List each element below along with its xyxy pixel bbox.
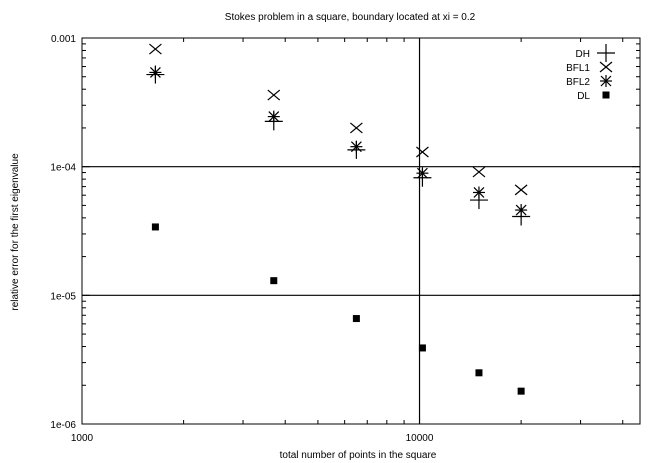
data-point-bfl2: [350, 140, 363, 153]
y-tick-label: 1e-04: [50, 163, 76, 174]
data-point-bfl2: [416, 167, 429, 180]
data-point-bfl2: [149, 66, 162, 79]
x-tick-label: 1000: [71, 433, 94, 444]
data-point-bfl2: [267, 110, 280, 123]
data-point-bfl1: [472, 166, 486, 178]
data-point-dl: [151, 223, 159, 231]
y-tick-label: 0.001: [51, 34, 76, 45]
data-point-dl: [517, 387, 525, 395]
y-tick-label: 1e-06: [50, 420, 76, 431]
y-tick-label: 1e-05: [50, 291, 76, 302]
data-point-bfl1: [349, 122, 363, 134]
legend-marker-bfl2: [600, 75, 612, 87]
legend: DH BFL1 BFL2 DL: [566, 44, 615, 102]
data-point-dl: [352, 315, 360, 323]
plot-frame: [81, 37, 641, 425]
grid-lines: [82, 38, 640, 424]
data-point-bfl1: [514, 184, 528, 196]
legend-marker-bfl1: [599, 61, 613, 73]
data-point-bfl1: [267, 89, 281, 101]
legend-marker-dh: [597, 44, 615, 62]
legend-label-dh: DH: [576, 49, 590, 60]
x-tick-label: 10000: [406, 433, 434, 444]
data-point-bfl2: [515, 204, 528, 217]
data-point-bfl1: [416, 146, 429, 158]
data-points: [146, 43, 531, 395]
data-point-bfl2: [472, 186, 485, 199]
data-point-dl: [418, 344, 426, 352]
x-axis-label: total number of points in the square: [280, 450, 437, 461]
legend-label-bfl2: BFL2: [566, 77, 590, 88]
data-point-bfl1: [149, 43, 162, 55]
legend-marker-dl: [602, 91, 610, 99]
data-point-dl: [475, 369, 483, 377]
axis-ticks: 0.001 1e-04 1e-05 1e-06 1000 10000: [50, 34, 640, 444]
legend-label-dl: DL: [577, 91, 590, 102]
y-axis-label: relative error for the first eigenvalue: [10, 153, 21, 311]
data-point-dl: [270, 277, 278, 285]
chart-title: Stokes problem in a square, boundary loc…: [225, 12, 476, 23]
legend-label-bfl1: BFL1: [566, 63, 590, 74]
